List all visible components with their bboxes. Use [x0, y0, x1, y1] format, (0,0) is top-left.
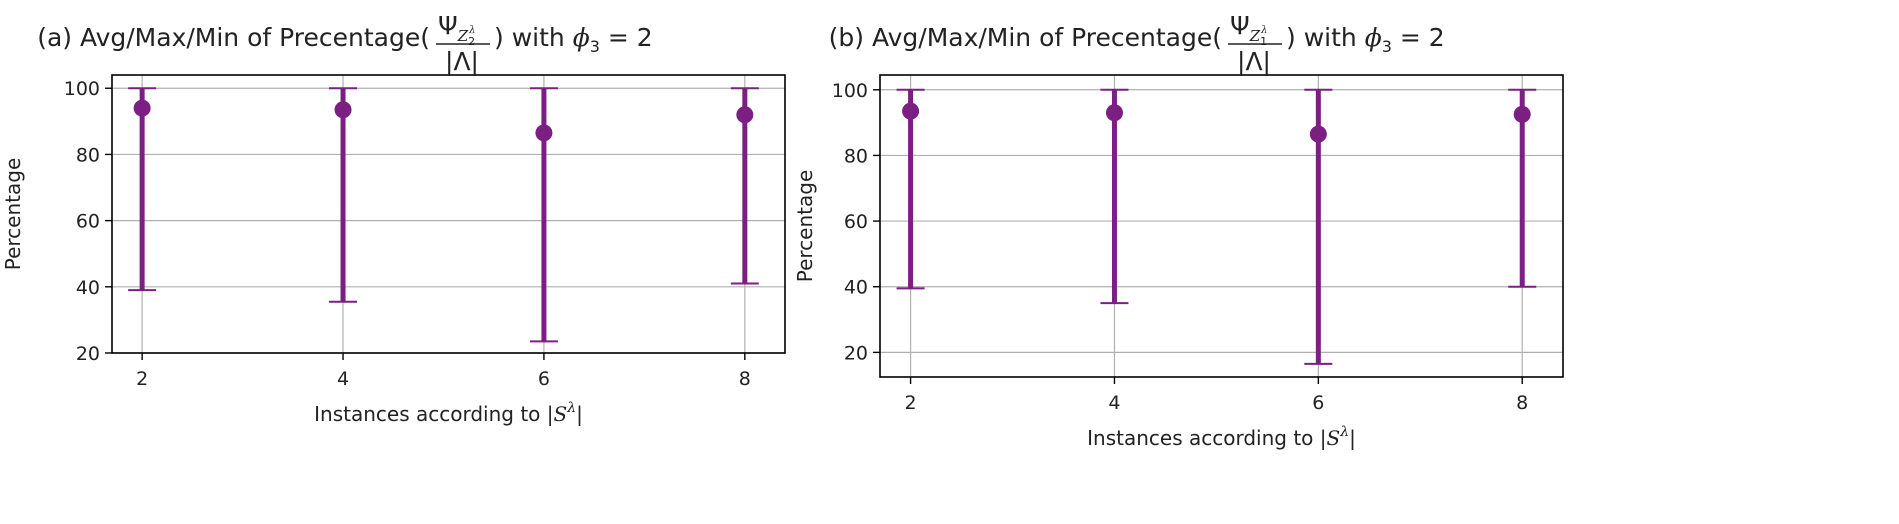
x-axis-label-end: | [1349, 426, 1356, 450]
avg-marker [736, 106, 754, 124]
chart-title-suffix: ) with ϕ3 = 2 [1286, 23, 1445, 56]
y-tick-label: 60 [76, 211, 100, 233]
chart-title-prefix: (a) Avg/Max/Min of Precentage( [37, 23, 430, 52]
title-suffix-text: ) with [494, 23, 573, 52]
x-axis-label-symbol: S [554, 402, 568, 426]
y-tick-label: 20 [76, 343, 100, 365]
title-param-value: = 2 [600, 23, 653, 52]
y-axis-label: Percentage [1, 158, 25, 271]
y-tick-label: 80 [76, 144, 100, 166]
x-axis-label-sup: λ [1339, 424, 1349, 440]
avg-marker [535, 124, 553, 142]
title-phi-sub: 3 [1382, 37, 1392, 56]
title-phi: ϕ [1365, 23, 1382, 52]
x-tick-label: 4 [1108, 392, 1120, 414]
avg-marker [1105, 104, 1123, 122]
y-axis-label: Percentage [793, 170, 817, 283]
title-z-sub: 1 [1260, 35, 1267, 48]
title-psi: Ψ [438, 11, 458, 40]
y-tick-label: 40 [844, 277, 868, 299]
x-tick-label: 2 [905, 392, 917, 414]
chart-panel-b: 20 40 60 80 100 2 4 6 8 Percentage Instances accor… [793, 11, 1564, 450]
title-z-sub: 2 [468, 35, 475, 48]
y-tick-label: 20 [844, 342, 868, 364]
title-param-value: = 2 [1392, 23, 1445, 52]
y-tick-label: 100 [832, 80, 868, 102]
title-phi-sub: 3 [590, 37, 600, 56]
title-z: Z [1249, 27, 1261, 45]
title-fraction-denominator: |Λ| [1237, 47, 1271, 76]
title-z: Z [457, 27, 469, 45]
chart-title-prefix: (b) Avg/Max/Min of Precentage( [829, 23, 1222, 52]
x-tick-label: 8 [739, 368, 751, 390]
avg-marker [1309, 125, 1327, 143]
x-axis-label: Instances according to |Sλ| [314, 400, 583, 426]
x-axis-label: Instances according to |Sλ| [1087, 424, 1356, 450]
title-suffix-text: ) with [1286, 23, 1365, 52]
x-tick-label: 8 [1516, 392, 1528, 414]
y-tick-label: 100 [64, 78, 100, 100]
title-z-sup: λ [468, 25, 475, 36]
avg-marker [133, 99, 151, 117]
x-axis-label-text: Instances according to | [1087, 426, 1326, 450]
x-axis-label-symbol: S [1327, 426, 1341, 450]
title-psi: Ψ [1230, 11, 1250, 40]
y-tick-label: 40 [76, 277, 100, 299]
y-tick-label: 80 [844, 145, 868, 167]
title-fraction-numerator: ΨZ2λ [438, 11, 475, 48]
x-tick-label: 6 [538, 368, 550, 390]
x-tick-label: 2 [136, 368, 148, 390]
y-tick-label: 60 [844, 211, 868, 233]
title-z-sup: λ [1260, 25, 1267, 36]
x-axis-label-sup: λ [566, 400, 576, 416]
title-fraction-denominator: |Λ| [445, 47, 479, 76]
x-tick-label: 6 [1312, 392, 1324, 414]
plot-frame [879, 74, 1564, 378]
x-tick-label: 4 [337, 368, 349, 390]
avg-marker [902, 102, 920, 120]
title-fraction-numerator: ΨZ1λ [1230, 11, 1267, 48]
avg-marker [334, 101, 352, 119]
title-phi: ϕ [573, 23, 590, 52]
chart-title-suffix: ) with ϕ3 = 2 [494, 23, 653, 56]
chart-panel-a: 20 40 60 80 100 2 4 6 8 Percentage Instances accor… [1, 11, 786, 426]
x-axis-label-text: Instances according to | [314, 402, 553, 426]
plot-frame [111, 74, 786, 354]
x-axis-label-end: | [576, 402, 583, 426]
avg-marker [1513, 105, 1531, 123]
